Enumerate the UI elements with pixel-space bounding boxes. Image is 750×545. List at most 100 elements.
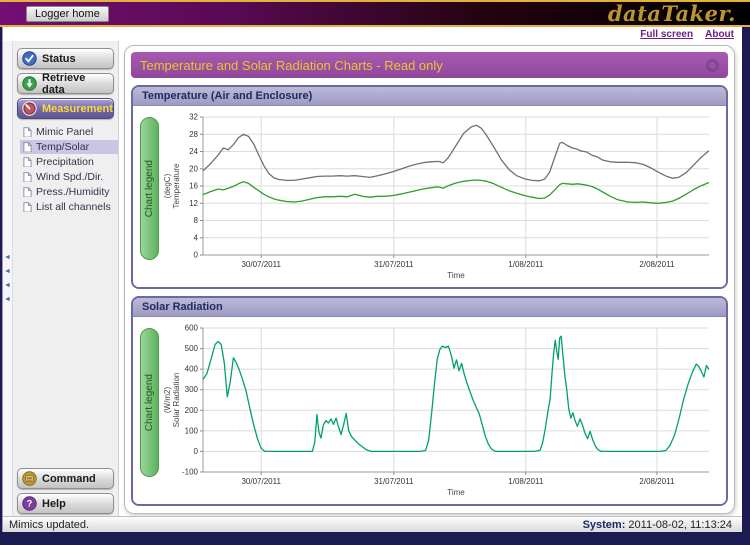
document-icon (23, 126, 32, 138)
svg-text:500: 500 (185, 344, 199, 353)
svg-text:0: 0 (194, 447, 199, 456)
sidebar: Status Retrieve data Measurement (13, 41, 119, 516)
main-area: Temperature and Solar Radiation Charts -… (119, 41, 742, 516)
svg-text:31/07/2011: 31/07/2011 (374, 477, 414, 486)
sidebar-button-label: Measurement (42, 102, 113, 115)
svg-text:600: 600 (185, 324, 199, 333)
page-body: Full screen About ◄ ◄ ◄ ◄ Status (2, 27, 742, 532)
svg-text:12: 12 (189, 199, 198, 208)
chart-legend-toggle[interactable]: Chart legend (140, 328, 159, 477)
svg-text:Time: Time (447, 488, 465, 497)
menu-item-list-all-channels[interactable]: List all channels (20, 200, 118, 214)
menu-item-label: Mimic Panel (36, 126, 94, 138)
menu-item-mimic-panel[interactable]: Mimic Panel (20, 125, 118, 139)
menu-item-label: Precipitation (36, 156, 94, 168)
svg-text:32: 32 (189, 113, 198, 122)
sidebar-button-command[interactable]: Command (17, 468, 114, 489)
document-icon (23, 141, 32, 153)
svg-text:-100: -100 (182, 468, 199, 477)
sidebar-button-retrieve-data[interactable]: Retrieve data (17, 71, 114, 96)
status-bar: Mimics updated. System: 2011-08-02, 11:1… (3, 516, 742, 532)
download-arrow-icon (22, 76, 37, 91)
question-mark-icon: ? (22, 496, 37, 511)
page-title: Temperature and Solar Radiation Charts -… (140, 57, 443, 73)
sidebar-button-help[interactable]: ? Help (17, 493, 114, 514)
content-area: ◄ ◄ ◄ ◄ Status Retrieve data (3, 41, 742, 516)
chart-legend-toggle[interactable]: Chart legend (140, 117, 159, 260)
svg-text:?: ? (27, 499, 33, 509)
menu-item-label: List all channels (36, 201, 111, 213)
svg-text:0: 0 (194, 251, 199, 260)
system-time: System: 2011-08-02, 11:13:24 (582, 518, 732, 531)
svg-text:300: 300 (185, 385, 199, 394)
svg-text:2/08/2011: 2/08/2011 (639, 260, 675, 269)
svg-text:4: 4 (194, 233, 199, 242)
about-link[interactable]: About (705, 28, 734, 40)
menu-item-wind[interactable]: Wind Spd./Dir. (20, 170, 118, 184)
svg-text:30/07/2011: 30/07/2011 (241, 477, 281, 486)
chart-body: Chart legend 0 4 8 12 16 20 24 28 32 30/07/2011 31… (133, 106, 726, 287)
sidebar-button-label: Retrieve data (42, 71, 86, 96)
measurement-submenu: Mimic Panel Temp/Solar Precipitation Win… (20, 124, 118, 215)
solar-radiation-plot: -100 0 100 200 300 400 500 600 30/07/2011 31/07/2… (163, 320, 721, 503)
page-title-bar: Temperature and Solar Radiation Charts -… (131, 52, 728, 78)
sidebar-button-label: Help (42, 497, 66, 510)
document-icon (23, 186, 32, 198)
sidebar-button-label: Status (42, 52, 76, 65)
svg-text:Temperature: Temperature (172, 163, 181, 208)
chart-title: Temperature (Air and Enclosure) (133, 87, 726, 106)
collapse-left-arrow-icon[interactable]: ◄ (4, 282, 11, 289)
sidebar-button-status[interactable]: Status (17, 48, 114, 69)
checkmark-icon (22, 51, 37, 66)
collapse-left-arrow-icon[interactable]: ◄ (4, 254, 11, 261)
chart-body: Chart legend -100 0 100 200 300 400 500 600 30/0… (133, 317, 726, 504)
menu-item-press-humidity[interactable]: Press./Humidity (20, 185, 118, 199)
menu-item-label: Press./Humidity (36, 186, 110, 198)
top-bar: Logger home dataTaker. (0, 0, 750, 27)
svg-text:2/08/2011: 2/08/2011 (639, 477, 675, 486)
solar-radiation-chart-panel: Solar Radiation Chart legend -100 0 100 200… (131, 296, 728, 506)
temperature-chart-panel: Temperature (Air and Enclosure) Chart le… (131, 85, 728, 289)
logger-home-button[interactable]: Logger home (26, 5, 109, 22)
svg-text:1/08/2011: 1/08/2011 (508, 260, 544, 269)
svg-text:20: 20 (189, 164, 198, 173)
collapse-left-arrow-icon[interactable]: ◄ (4, 268, 11, 275)
svg-text:200: 200 (185, 406, 199, 415)
document-icon (23, 156, 32, 168)
gauge-icon (22, 101, 37, 116)
svg-text:(W/m2): (W/m2) (163, 387, 172, 414)
menu-item-temp-solar[interactable]: Temp/Solar (20, 140, 118, 154)
sidebar-collapse-strip[interactable]: ◄ ◄ ◄ ◄ (3, 41, 13, 516)
menu-item-label: Temp/Solar (36, 141, 90, 153)
svg-text:31/07/2011: 31/07/2011 (374, 260, 414, 269)
svg-text:Time: Time (447, 271, 465, 280)
svg-text:100: 100 (185, 426, 199, 435)
svg-text:1/08/2011: 1/08/2011 (508, 477, 544, 486)
link-bar: Full screen About (3, 27, 742, 41)
console-icon (22, 471, 37, 486)
loading-ring-icon (706, 58, 719, 72)
svg-text:16: 16 (189, 182, 198, 191)
main-panel: Temperature and Solar Radiation Charts -… (124, 45, 735, 514)
document-icon (23, 201, 32, 213)
svg-text:28: 28 (189, 130, 198, 139)
svg-text:8: 8 (194, 216, 199, 225)
menu-item-precipitation[interactable]: Precipitation (20, 155, 118, 169)
menu-item-label: Wind Spd./Dir. (36, 171, 104, 183)
temperature-plot: 0 4 8 12 16 20 24 28 32 30/07/2011 31/07/2011 1/08/… (163, 109, 721, 286)
chart-legend-label: Chart legend (144, 159, 155, 218)
sidebar-button-measurement[interactable]: Measurement (17, 98, 114, 119)
svg-text:400: 400 (185, 365, 199, 374)
full-screen-link[interactable]: Full screen (640, 28, 694, 40)
svg-text:24: 24 (189, 147, 198, 156)
chart-legend-label: Chart legend (144, 373, 155, 432)
svg-text:Solar Radiation: Solar Radiation (172, 373, 181, 428)
datataker-logo: dataTaker. (607, 1, 736, 26)
svg-text:(degC): (degC) (163, 173, 172, 198)
document-icon (23, 171, 32, 183)
svg-text:30/07/2011: 30/07/2011 (241, 260, 281, 269)
collapse-left-arrow-icon[interactable]: ◄ (4, 296, 11, 303)
sidebar-button-label: Command (42, 472, 96, 485)
chart-title: Solar Radiation (133, 298, 726, 317)
